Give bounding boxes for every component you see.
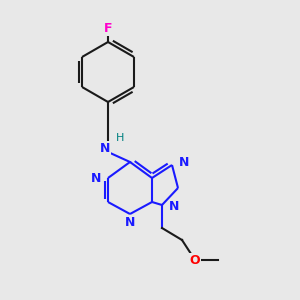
- Text: N: N: [169, 200, 179, 214]
- Text: N: N: [125, 215, 135, 229]
- Text: F: F: [104, 22, 112, 35]
- Text: H: H: [116, 133, 124, 143]
- Text: O: O: [190, 254, 200, 266]
- Text: N: N: [91, 172, 101, 184]
- Text: N: N: [179, 157, 189, 169]
- Text: N: N: [100, 142, 110, 154]
